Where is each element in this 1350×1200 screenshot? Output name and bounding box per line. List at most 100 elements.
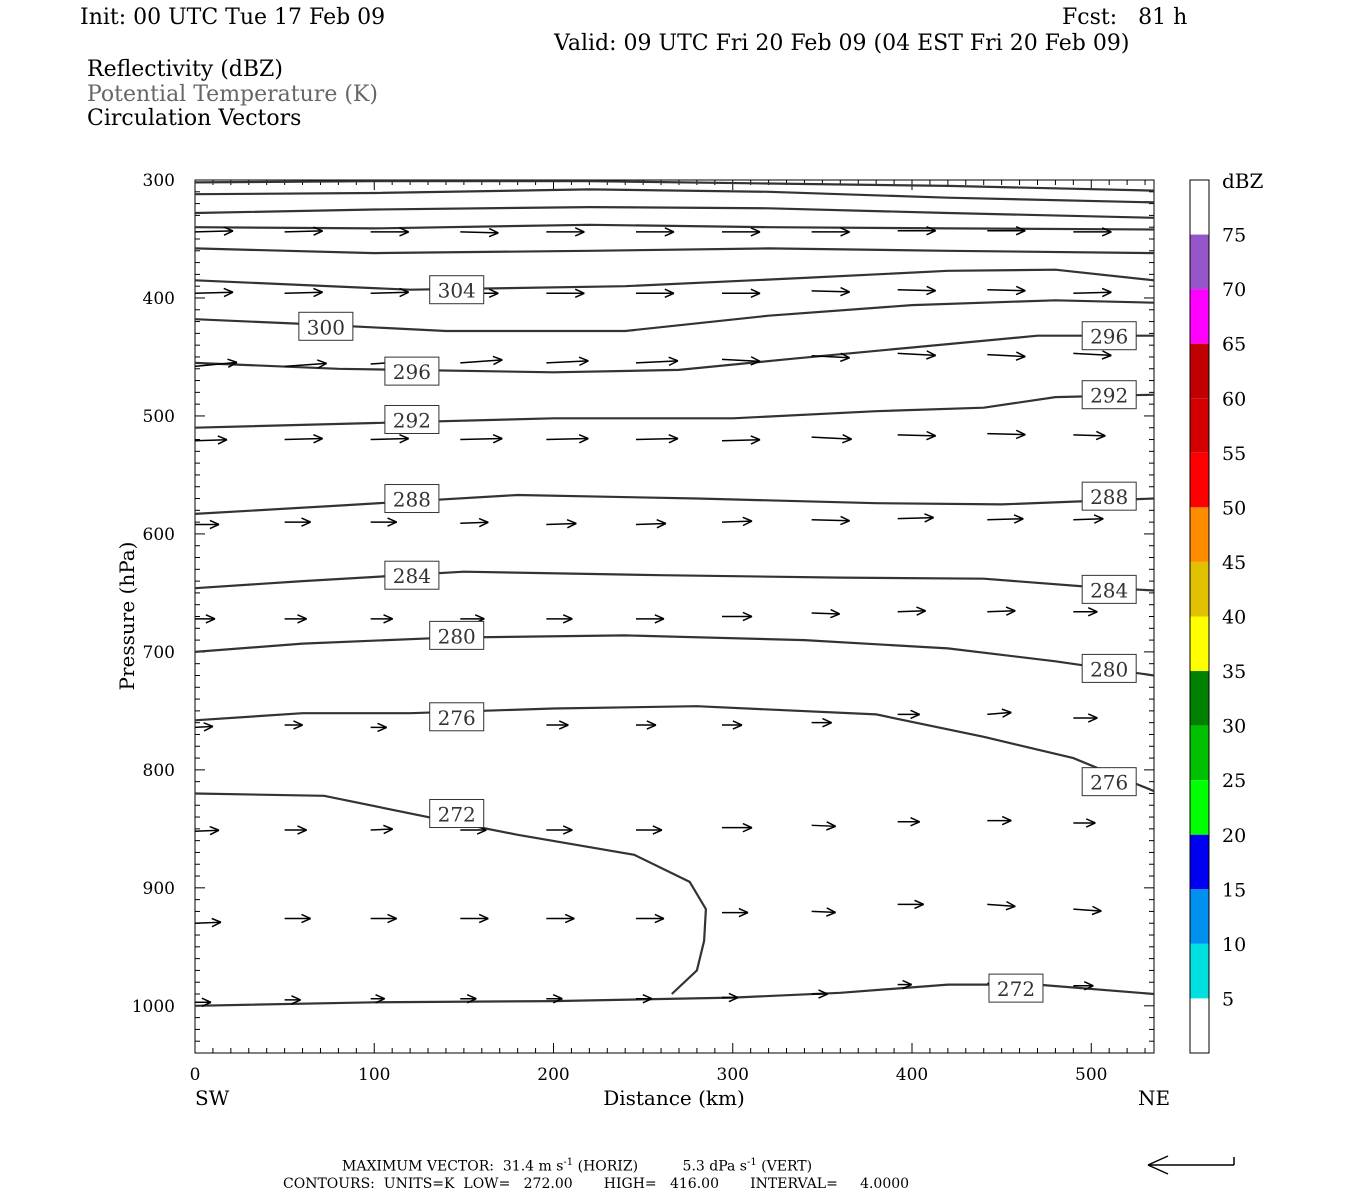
- circulation-vector: [370, 287, 409, 298]
- x-tick-label: 100: [358, 1065, 390, 1085]
- colorbar-cell: [1190, 234, 1209, 290]
- circulation-vector: [721, 435, 761, 445]
- circulation-vector: [635, 614, 665, 624]
- x-tick-label: 400: [896, 1065, 928, 1085]
- circulation-vector: [284, 825, 307, 835]
- theta-contour-308: [195, 247, 1154, 255]
- x-tick-label: 0: [190, 1065, 201, 1085]
- circulation-vector: [195, 614, 216, 624]
- circulation-vector: [722, 992, 739, 1003]
- circulation-vector: [897, 225, 936, 236]
- svg-text:288: 288: [393, 488, 431, 512]
- y-tick-label: 900: [143, 879, 175, 899]
- colorbar-level-label: 45: [1222, 552, 1246, 574]
- max-vector-line: MAXIMUM VECTOR: 31.4 m s-1 (HORIZ) 5.3 d…: [342, 1157, 812, 1175]
- circulation-vector: [370, 227, 409, 237]
- circulation-vector: [721, 356, 761, 366]
- circulation-vector: [546, 356, 589, 367]
- x-left-end-label: SW: [195, 1086, 230, 1110]
- colorbar-cell: [1190, 343, 1209, 399]
- contour-label: 280: [429, 620, 485, 650]
- circulation-vector: [987, 514, 1024, 524]
- circulation-vector: [811, 608, 840, 619]
- colorbar-level-label: 75: [1222, 225, 1246, 247]
- circulation-vector: [1073, 980, 1094, 991]
- circulation-vector: [721, 516, 753, 527]
- circulation-vector: [370, 434, 409, 444]
- theta-contour-296: [195, 334, 1154, 374]
- circulation-vector: [284, 913, 311, 924]
- circulation-vector: [987, 285, 1026, 296]
- circulation-vector: [722, 227, 761, 237]
- circulation-vector: [897, 979, 912, 990]
- plot-frame: [194, 179, 1155, 1054]
- circulation-vector: [460, 913, 489, 924]
- circulation-vector: [546, 614, 573, 624]
- circulation-vector: [370, 722, 387, 733]
- svg-text:296: 296: [393, 360, 431, 384]
- colorbar-level-label: 30: [1222, 716, 1246, 738]
- contour-label: 304: [429, 275, 485, 305]
- colorbar-title: dBZ: [1222, 169, 1264, 193]
- circulation-vector: [1073, 287, 1112, 298]
- circulation-vector: [284, 720, 303, 730]
- circulation-vector: [284, 287, 323, 298]
- colorbar-level-label: 60: [1222, 388, 1246, 410]
- y-tick-label: 500: [143, 407, 175, 427]
- colorbar-level-label: 35: [1222, 661, 1246, 683]
- field-reflectivity: Reflectivity (dBZ): [87, 57, 283, 82]
- theta-contour-288: [195, 493, 1154, 515]
- circulation-vector: [635, 519, 667, 529]
- circulation-vector: [722, 720, 743, 730]
- horiz-exponent: -1: [563, 1157, 574, 1168]
- circulation-vector: [370, 913, 397, 924]
- circulation-vector: [284, 517, 311, 527]
- field-potential-temperature: Potential Temperature (K): [87, 82, 378, 107]
- theta-contour-284: [195, 570, 1154, 592]
- circulation-vector: [987, 606, 1016, 616]
- y-tick-label: 400: [143, 289, 175, 309]
- dbz-colorbar: 75 70 65 60 55 50 45 40 35 30 25 20 15 10 5: [1189, 179, 1246, 1054]
- vert-exponent: -1: [746, 1157, 757, 1168]
- contour-label: 280: [1081, 653, 1137, 683]
- colorbar-level-label: 40: [1222, 607, 1246, 629]
- colorbar-cell: [1190, 780, 1209, 835]
- circulation-vector: [195, 519, 220, 530]
- y-tick-label: 700: [143, 643, 175, 663]
- colorbar-level-label: 65: [1222, 334, 1246, 356]
- circulation-vector: [546, 993, 563, 1004]
- circulation-vector: [811, 821, 836, 831]
- colorbar-cell: [1190, 889, 1209, 944]
- circulation-vector: [1073, 607, 1098, 617]
- circulation-vector: [1073, 905, 1102, 916]
- circulation-vector: [635, 825, 663, 835]
- init-time: Init: 00 UTC Tue 17 Feb 09: [80, 5, 386, 30]
- circulation-vector: [194, 435, 228, 445]
- contour-label: 288: [384, 484, 440, 514]
- colorbar-level-label: 55: [1222, 443, 1246, 465]
- circulation-vector: [1073, 713, 1098, 723]
- circulation-vector: [897, 817, 920, 827]
- circulation-vector: [897, 606, 926, 616]
- colorbar-cell: [1190, 398, 1209, 453]
- contour-label: 300: [298, 311, 354, 341]
- contour-label: 288: [1081, 481, 1137, 511]
- colorbar-cell: [1190, 507, 1209, 562]
- circulation-vectors: [194, 225, 1112, 1008]
- circulation-vector: [460, 993, 477, 1004]
- circulation-vector: [460, 517, 489, 528]
- circulation-vector: [635, 433, 679, 444]
- circulation-vector: [722, 611, 753, 622]
- theta-contour-312: [195, 223, 1154, 231]
- contour-label: 284: [1081, 574, 1137, 604]
- colorbar-cell: [1190, 943, 1209, 999]
- y-tick-label: 800: [143, 761, 175, 781]
- circulation-vector: [811, 286, 850, 297]
- circulation-vector: [1073, 430, 1106, 441]
- svg-text:272: 272: [438, 803, 476, 827]
- colorbar-level-label: 10: [1222, 934, 1246, 956]
- colorbar-level-label: 5: [1222, 988, 1234, 1010]
- colorbar-cell: [1190, 180, 1209, 235]
- circulation-vector: [635, 913, 665, 924]
